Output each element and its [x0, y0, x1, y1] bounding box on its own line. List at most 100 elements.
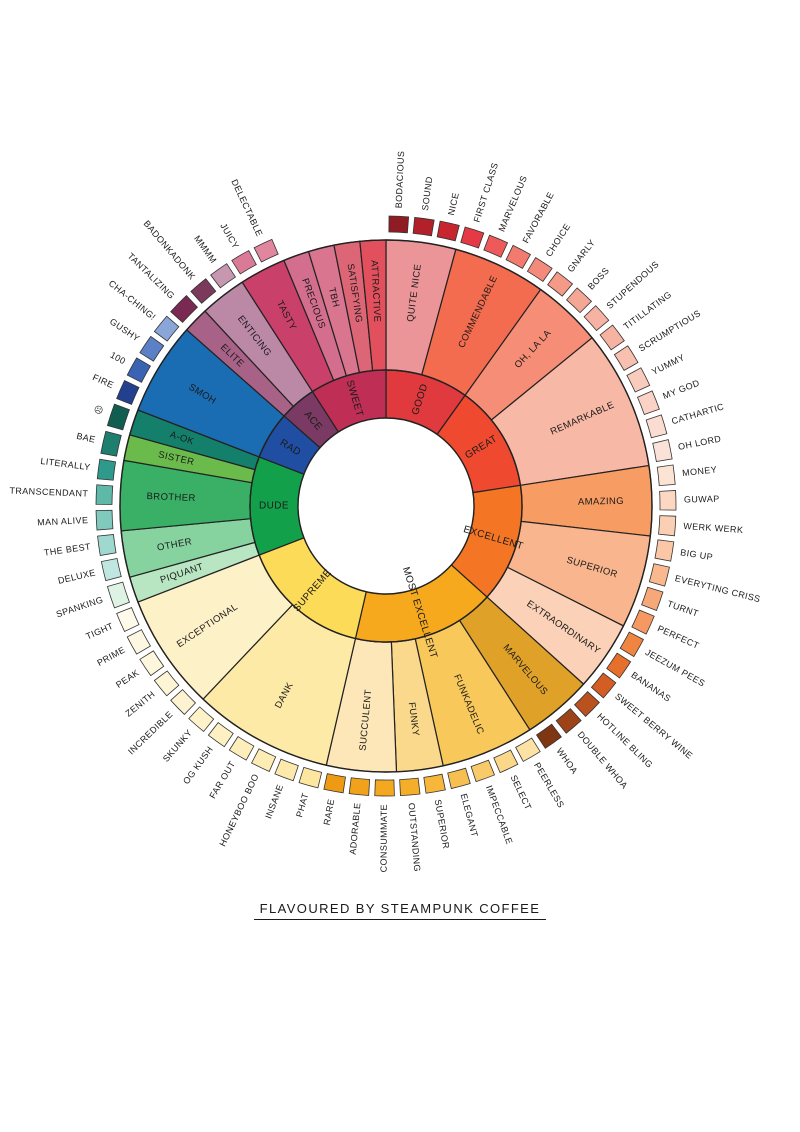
flavour-tab-literally — [96, 458, 117, 481]
flavour-label-literally: LITERALLY — [40, 456, 91, 472]
flavour-label-skunky: SKUNKY — [161, 728, 194, 764]
mid-label-funky: FUNKY — [406, 702, 421, 738]
flavour-tab-the-best — [97, 534, 117, 557]
flavour-tab-bananas — [606, 652, 632, 679]
flavour-label-nice: NICE — [446, 192, 461, 217]
flavour-tab-money — [656, 464, 676, 487]
flavour-label-gnarly: GNARLY — [565, 237, 597, 274]
flavour-tab-peak — [139, 650, 165, 677]
flavour-label-spanking: SPANKING — [55, 594, 105, 619]
flavour-label-superior: SUPERIOR — [433, 799, 451, 850]
flavour-label-zenith: ZENITH — [124, 689, 157, 719]
mid-label-tbh: TBH — [326, 286, 342, 308]
flavour-tab-sound — [412, 216, 435, 237]
flavour-tab-everyting-criss — [648, 563, 670, 587]
inner-ring-outline — [249, 369, 523, 643]
flavour-tab-cathartic — [645, 414, 668, 439]
flavour-tab-gushy — [139, 335, 165, 362]
flavour-tab-marvelous — [483, 234, 509, 258]
flavour-tab-gnarly — [547, 271, 574, 297]
flavour-label-sound: SOUND — [420, 176, 435, 212]
flavour-tab-nice — [436, 220, 460, 242]
flavour-label-far-out: FAR OUT — [207, 759, 237, 800]
flavour-tab-turnt — [641, 586, 664, 612]
flavour-label-yummy: YUMMY — [650, 352, 686, 377]
flavour-tab-peerless — [515, 737, 541, 763]
flavour-tab-yummy — [626, 367, 651, 393]
flavour-label-impeccable: IMPECCABLE — [484, 784, 515, 846]
flavour-label-outstanding: OUTSTANDING — [407, 802, 423, 872]
flavour-label-og-kush: OG KUSH — [181, 744, 215, 786]
flavour-tab-first-class — [460, 226, 485, 249]
flavour-label-titillating: TITILLATING — [622, 289, 674, 331]
flavour-tab-face — [106, 403, 130, 431]
flavour-tab-far-out — [228, 736, 255, 761]
flavour-label-peak: PEAK — [114, 667, 141, 690]
flavour-tab-bae — [100, 430, 122, 457]
flavour-tab-honeyboo-boo — [251, 748, 277, 772]
flavour-tab-outstanding — [399, 777, 421, 797]
flavour-label-choice: CHOICE — [544, 222, 573, 259]
flavour-tab-transcendant — [95, 484, 114, 505]
flavour-label-money: MONEY — [682, 464, 718, 478]
flavour-tab-tantalizing — [170, 295, 199, 323]
caption: FLAVOURED BY STEAMPUNK COFFEE — [0, 900, 800, 920]
flavour-label-adorable: ADORABLE — [348, 802, 363, 855]
flavour-tab-rare — [323, 773, 346, 794]
flavour-tab-favorable — [505, 244, 531, 269]
flavour-label-everyting-criss: EVERYTING CRISS — [674, 573, 762, 604]
flavour-tab-zenith — [153, 670, 180, 697]
flavour-tab-oh-lord — [652, 439, 673, 462]
flavour-tab-superior — [423, 773, 446, 794]
mid-label-attractive: ATTRACTIVE — [368, 260, 382, 323]
flavour-label-consummate: CONSUMMATE — [379, 804, 389, 872]
flavour-label-fire: FIRE — [91, 372, 115, 390]
mid-label-brother: BROTHER — [146, 491, 196, 504]
flavour-tab-hotline-bling — [573, 691, 600, 717]
flavour-label-phat: PHAT — [294, 792, 310, 819]
flavour-label-marvelous: MARVELOUS — [497, 174, 529, 233]
flavour-label-werk-werk: WERK WERK — [683, 521, 744, 535]
flavour-tab-perfect — [631, 609, 655, 635]
flavour-tab-boss — [566, 287, 593, 314]
flavour-tab-og-kush — [207, 722, 234, 748]
flavour-label-bae: BAE — [76, 431, 97, 445]
flavour-tab-badonkadonk — [190, 278, 217, 304]
flavour-tab-scrumptious — [613, 345, 639, 371]
flavour-label-guwap: GUWAP — [684, 494, 720, 505]
flavour-tab-whoa — [535, 723, 562, 749]
flavour-label-man-alive: MAN ALIVE — [37, 515, 89, 528]
flavour-tab-bodacious — [388, 215, 410, 234]
flavour-tab-consummate — [374, 779, 395, 797]
flavour-tab-werk-werk — [658, 515, 677, 537]
flavour-label-tight: TIGHT — [84, 621, 115, 642]
flavour-label-select: SELECT — [508, 773, 533, 811]
flavour-tab-cha-ching — [153, 315, 180, 342]
flavour-label-first-class: FIRST CLASS — [472, 161, 501, 223]
flavour-tab-man-alive — [95, 509, 114, 531]
flavour-tab-my-god — [636, 390, 660, 416]
flavour-tab-delectable — [253, 238, 279, 263]
flavour-label-turnt: TURNT — [666, 599, 700, 619]
flavour-label-rare: RARE — [322, 798, 337, 826]
flavour-tab-phat — [298, 766, 323, 789]
flavour-label-my-god: MY GOD — [661, 378, 701, 402]
flavour-tab-stupendous — [583, 305, 610, 332]
flavour-tab-big-up — [654, 539, 675, 562]
flavour-tab-100 — [126, 357, 151, 383]
flavour-label-perfect: PERFECT — [656, 623, 701, 651]
flavour-tab-juicy — [231, 249, 257, 275]
middle-ring — [119, 239, 653, 773]
inner-ring — [249, 369, 523, 643]
flavour-tab-jeezum-pees — [619, 631, 644, 658]
flavour-label-juicy: JUICY — [218, 221, 241, 250]
flavour-label-favorable: FAVORABLE — [521, 190, 556, 245]
middle-ring-outline — [119, 239, 653, 773]
flavour-label-transcendant: TRANSCENDANT — [9, 486, 88, 499]
flavour-label-delectable: DELECTABLE — [229, 178, 264, 238]
flavour-tab-adorable — [348, 777, 371, 796]
flavour-label-bodacious: BODACIOUS — [394, 150, 407, 208]
flavour-tab-double-whoa — [555, 708, 582, 734]
flavour-label-deluxe: DELUXE — [57, 567, 97, 585]
